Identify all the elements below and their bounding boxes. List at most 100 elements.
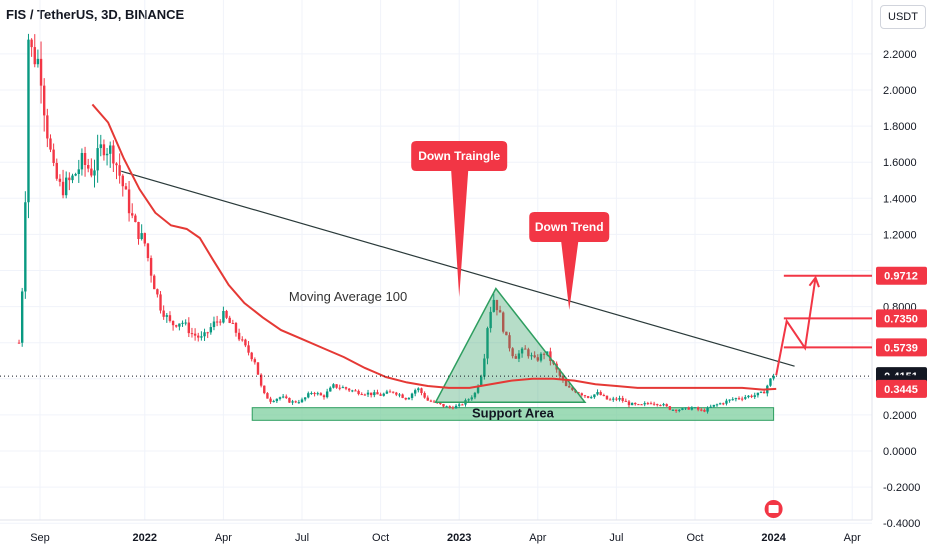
candle-body <box>65 177 68 196</box>
candle-body <box>178 323 181 327</box>
candle-body <box>630 402 634 406</box>
candle-body <box>33 47 36 65</box>
candle-body <box>703 410 706 412</box>
symbol-title: FIS / TetherUS, 3D, BINANCE <box>6 7 185 22</box>
candle-body <box>30 39 33 48</box>
candle-body <box>27 39 30 203</box>
candle-body <box>577 392 580 394</box>
candle-body <box>159 294 162 311</box>
candle-body <box>184 322 187 324</box>
price-tag-label: 0.5739 <box>884 342 918 354</box>
callout-down-trend-shape <box>529 212 610 310</box>
candle-body <box>605 395 609 400</box>
candle-body <box>621 398 624 401</box>
moving-average-label: Moving Average 100 <box>289 289 407 304</box>
candle-body <box>24 202 27 292</box>
candle-body <box>165 315 169 317</box>
candle-body <box>514 356 517 359</box>
candle-body <box>662 404 665 406</box>
candle-body <box>338 387 341 389</box>
candle-body <box>445 406 448 408</box>
candle-body <box>549 351 552 362</box>
candle-body <box>678 409 681 411</box>
candle-body <box>571 387 574 390</box>
candle-body <box>149 258 153 276</box>
moving-average-line <box>91 103 777 391</box>
callout-down-trend: Down Trend <box>529 212 610 310</box>
candle-body <box>712 404 716 407</box>
price-tag <box>876 266 927 285</box>
candle-body <box>137 222 140 239</box>
currency-button[interactable]: USDT <box>880 5 926 29</box>
candle-body <box>649 403 653 405</box>
candle-body <box>715 404 719 406</box>
candle-body <box>498 310 502 313</box>
candle-body <box>608 399 612 401</box>
candle-body <box>722 403 725 405</box>
candle-body <box>272 401 275 403</box>
candle-body <box>442 403 445 407</box>
candle-body <box>266 393 269 399</box>
tradingview-logo-icon <box>764 500 783 518</box>
y-tick-label: 1.8000 <box>883 121 917 133</box>
candle-body <box>426 397 429 401</box>
candle-body <box>20 291 24 343</box>
candle-body <box>68 177 71 181</box>
candle-body <box>376 392 379 395</box>
candle-body <box>448 406 451 408</box>
candle-body <box>219 321 222 323</box>
candle-body <box>690 407 694 410</box>
candle-body <box>671 409 675 411</box>
candle-body <box>753 395 756 397</box>
candle-body <box>187 322 191 334</box>
candle-body <box>171 320 175 326</box>
candle-body <box>237 332 241 340</box>
candle-body <box>706 407 709 412</box>
candle-body <box>140 233 143 239</box>
candle-body <box>593 394 596 398</box>
price-axis: 2.20002.00001.80001.60001.40001.20001.00… <box>883 49 920 530</box>
candle-body <box>275 398 279 402</box>
candle-body <box>263 385 266 394</box>
candle-body <box>489 311 492 329</box>
candle-body <box>737 398 741 400</box>
y-tick-label: -0.2000 <box>883 482 920 494</box>
candle-body <box>319 393 323 396</box>
candle-body <box>247 345 250 353</box>
candle-body <box>288 397 291 403</box>
candle-body <box>168 315 172 321</box>
x-tick-label: Oct <box>372 532 389 544</box>
candle-body <box>61 181 65 196</box>
candle-body <box>476 385 480 393</box>
y-tick-label: 2.0000 <box>883 85 917 97</box>
candle-body <box>674 409 678 411</box>
candle-body <box>740 398 744 400</box>
x-tick-label: Oct <box>686 532 703 544</box>
candle-body <box>505 331 508 336</box>
candle-body <box>269 398 272 402</box>
candle-body <box>344 387 348 389</box>
candle-body <box>316 393 319 395</box>
candle-body <box>395 392 398 395</box>
candle-body <box>568 386 571 388</box>
candle-body <box>335 384 338 388</box>
x-tick-label: 2024 <box>761 532 786 544</box>
candle-body <box>77 169 80 174</box>
candle-body <box>241 339 244 341</box>
candle-body <box>281 396 285 398</box>
candle-body <box>656 404 659 406</box>
candle-body <box>200 336 203 338</box>
y-tick-label: 0.2000 <box>883 410 917 422</box>
support-zone <box>251 407 775 421</box>
candle-body <box>483 358 486 377</box>
price-tag-label: 0.3445 <box>884 384 918 396</box>
candle-body <box>769 378 772 386</box>
callout-down-triangle: Down Traingle <box>411 141 508 297</box>
candle-body <box>197 335 200 338</box>
candle-body <box>480 376 483 386</box>
candle-body <box>728 399 731 401</box>
candle-body <box>486 328 489 359</box>
candle-body <box>533 355 536 358</box>
